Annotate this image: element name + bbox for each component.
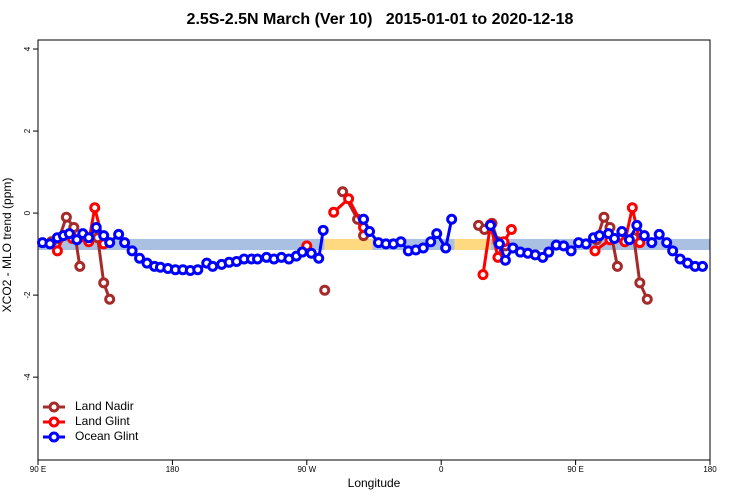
data-point: [51, 245, 63, 257]
legend-label: Ocean Glint: [75, 429, 139, 443]
data-point: [417, 242, 429, 254]
legend-label: Land Nadir: [75, 399, 134, 413]
band: [38, 238, 325, 250]
data-point: [317, 224, 329, 236]
data-point: [505, 223, 517, 235]
legend-marker: [48, 431, 60, 443]
data-point: [305, 247, 317, 259]
legend-label: Land Glint: [75, 414, 130, 428]
data-point: [641, 293, 653, 305]
data-point: [74, 260, 86, 272]
data-point: [343, 193, 355, 205]
data-point: [192, 264, 204, 276]
y-tick-label: 2: [23, 128, 32, 133]
data-point: [60, 211, 72, 223]
data-point: [207, 260, 219, 272]
x-tick-label: 180: [703, 465, 717, 474]
y-axis-label: XCO2 - MLO trend (ppm): [0, 178, 14, 313]
data-point: [616, 226, 628, 238]
data-point: [364, 226, 376, 238]
data-point: [477, 269, 489, 281]
data-point: [661, 237, 673, 249]
chart-title: 2.5S-2.5N March (Ver 10) 2015-01-01 to 2…: [187, 11, 574, 28]
data-point: [358, 213, 370, 225]
x-tick-label: 90 E: [567, 465, 583, 474]
data-point: [319, 284, 331, 296]
data-point: [493, 238, 505, 250]
band: [490, 238, 710, 250]
data-point: [89, 202, 101, 214]
x-tick-label: 90 W: [297, 465, 316, 474]
band: [324, 238, 373, 250]
band: [372, 238, 455, 250]
data-point: [71, 234, 83, 246]
data-point: [104, 293, 116, 305]
data-point: [608, 233, 620, 245]
data-point: [634, 277, 646, 289]
data-point: [631, 219, 643, 231]
y-tick-label: 0: [23, 210, 32, 215]
data-point: [580, 238, 592, 250]
data-point: [431, 228, 443, 240]
legend-marker: [48, 401, 60, 413]
x-tick-label: 90 E: [30, 465, 46, 474]
data-point: [44, 238, 56, 250]
data-point: [98, 277, 110, 289]
band: [454, 238, 491, 250]
data-point: [543, 246, 555, 258]
data-point: [104, 237, 116, 249]
y-tick-label: 4: [23, 46, 32, 51]
data-point: [425, 236, 437, 248]
data-point: [63, 228, 75, 240]
data-point: [126, 245, 138, 257]
data-point: [252, 253, 264, 265]
data-point: [593, 230, 605, 242]
data-point: [337, 186, 349, 198]
data-point: [589, 245, 601, 257]
y-tick-label: -4: [23, 373, 32, 381]
data-point: [296, 246, 308, 258]
data-point: [134, 252, 146, 264]
y-tick-label: -2: [23, 291, 32, 299]
data-point: [667, 245, 679, 257]
data-point: [697, 260, 709, 272]
data-point: [83, 232, 95, 244]
data-point: [90, 221, 102, 233]
data-point: [626, 202, 638, 214]
data-point: [499, 254, 511, 266]
data-point: [313, 252, 325, 264]
legend-marker: [48, 416, 60, 428]
plot-frame: [37, 39, 711, 461]
data-point: [653, 228, 665, 240]
data-point: [558, 240, 570, 252]
data-point: [565, 245, 577, 257]
data-point: [395, 236, 407, 248]
data-point: [623, 234, 635, 246]
data-point: [598, 211, 610, 223]
data-point: [98, 230, 110, 242]
data-point: [638, 230, 650, 242]
data-point: [646, 237, 658, 249]
x-tick-label: 180: [166, 465, 180, 474]
data-point: [611, 260, 623, 272]
data-point: [113, 228, 125, 240]
data-point: [484, 219, 496, 231]
x-axis-label: Longitude: [348, 476, 401, 490]
x-tick-label: 0: [439, 465, 444, 474]
data-point: [446, 213, 458, 225]
data-point: [328, 206, 340, 218]
data-point: [440, 242, 452, 254]
data-point: [119, 237, 131, 249]
